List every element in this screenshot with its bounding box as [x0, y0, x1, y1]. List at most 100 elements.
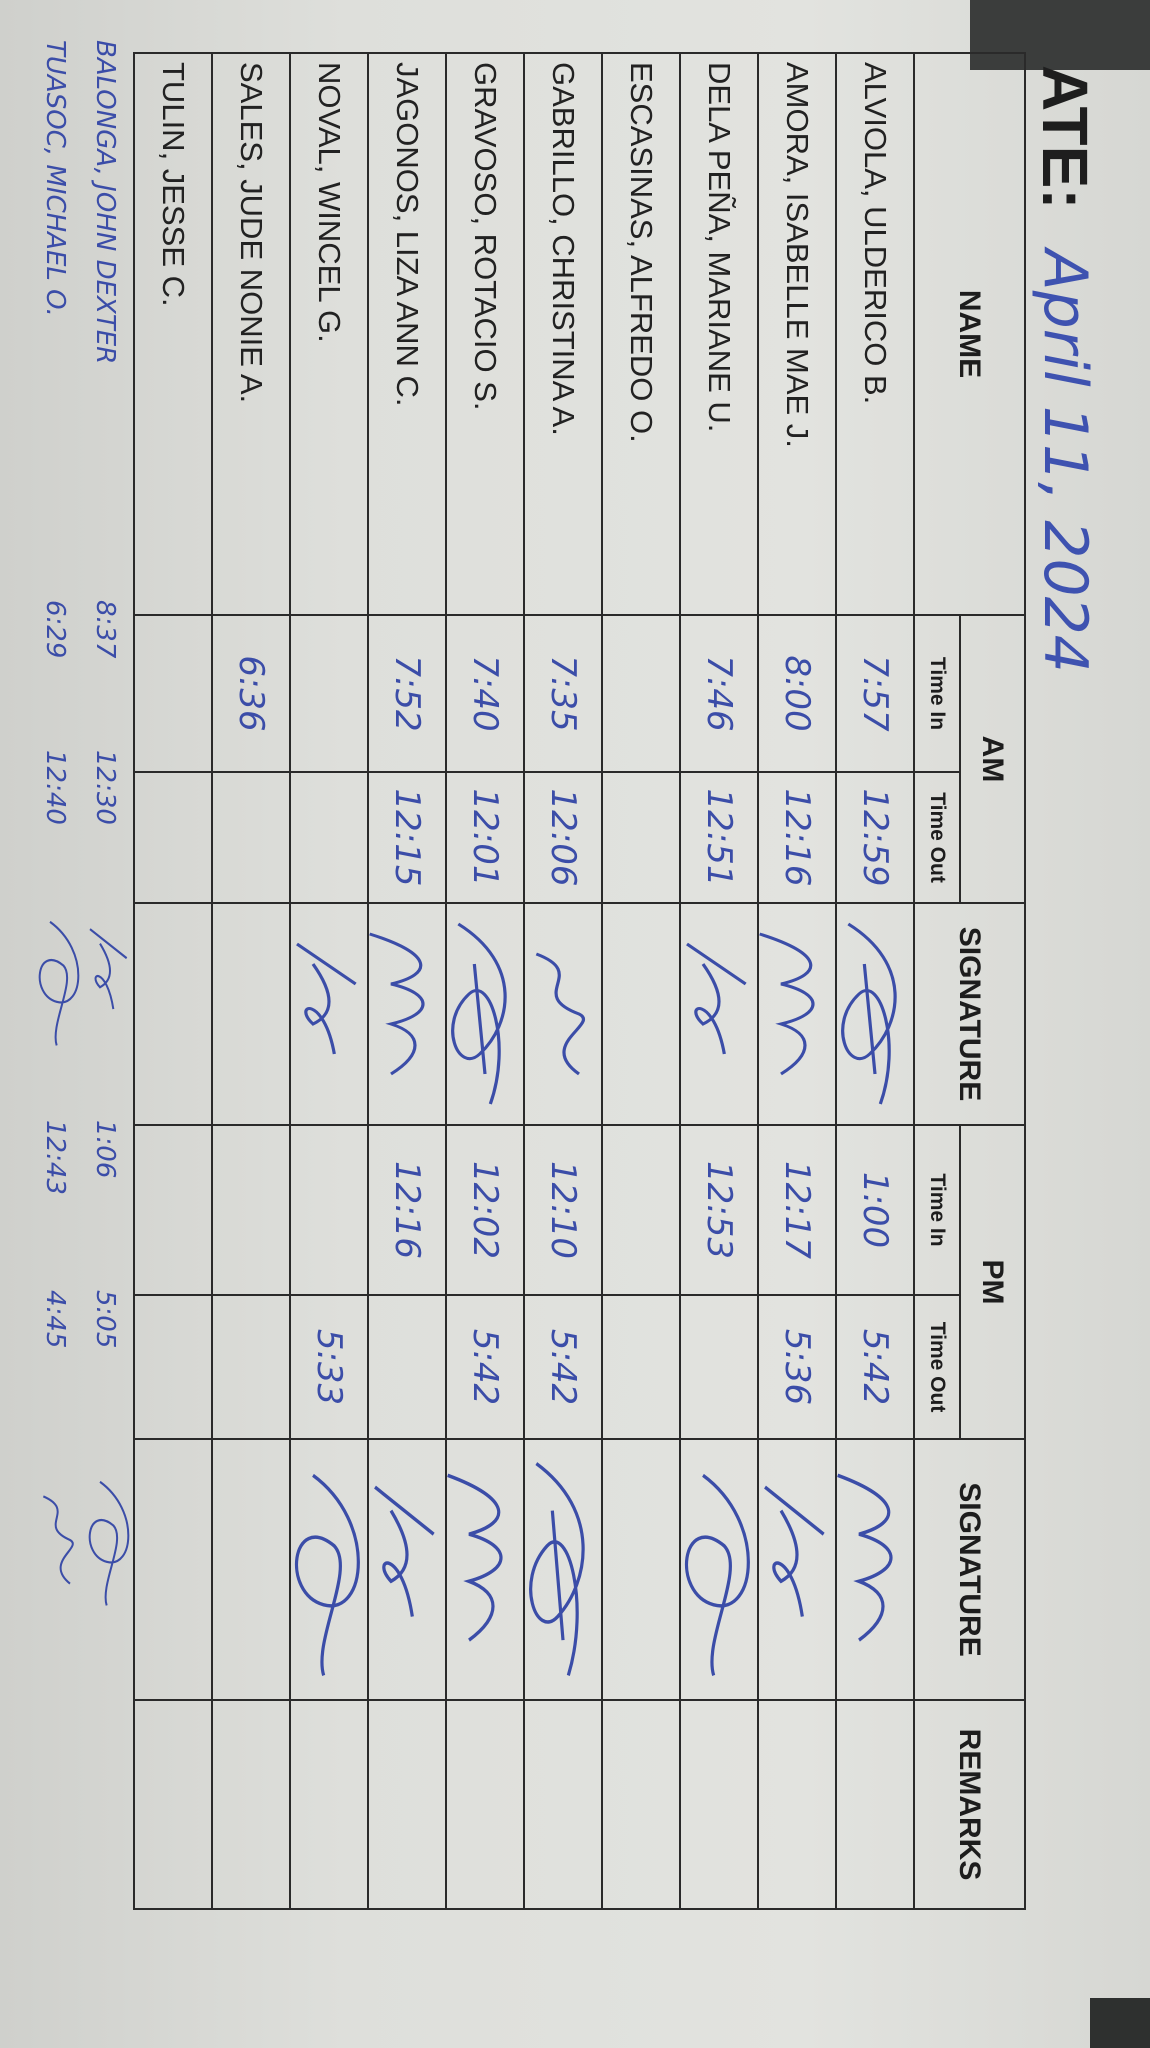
pm-time-in: [212, 1125, 290, 1295]
handwritten-entries: BALONGA, JOHN DEXTER 8:37 12:30 1:06 5:05 TUA…: [0, 40, 130, 1940]
remarks-cell: [134, 1700, 212, 1909]
name-cell: JAGONOS, LIZA ANN C.: [368, 53, 446, 615]
pm-time-out: [602, 1295, 680, 1439]
am-time-out: 12:16: [758, 772, 836, 903]
date-label: ATE:: [1029, 65, 1101, 210]
am-signature: [368, 903, 446, 1125]
entry-pm-in: 1:06: [90, 1120, 120, 1179]
entry-pm-out: 4:45: [40, 1290, 70, 1349]
am-signature: [524, 903, 602, 1125]
entry-name: BALONGA, JOHN DEXTER: [90, 40, 120, 365]
table-row: GRAVOSO, ROTACIO S. 7:40 12:01 12:02 5:42: [446, 53, 524, 1909]
remarks-cell: [212, 1700, 290, 1909]
pm-time-out: 5:42: [524, 1295, 602, 1439]
am-time-in: 7:35: [524, 615, 602, 772]
handwritten-entry: TUASOC, MICHAEL O. 6:29 12:40 12:43 4:45: [30, 40, 80, 1940]
am-time-in: 8:00: [758, 615, 836, 772]
entry-am-in: 6:29: [40, 600, 70, 659]
name-cell: GABRILLO, CHRISTINA A.: [524, 53, 602, 615]
date-value: April 11, 2024: [1030, 249, 1100, 673]
am-time-in: 7:40: [446, 615, 524, 772]
header-pm-time-out: Time Out: [914, 1295, 960, 1439]
name-cell: NOVAL, WINCEL G.: [290, 53, 368, 615]
remarks-cell: [680, 1700, 758, 1909]
am-time-out: 12:59: [836, 772, 914, 903]
remarks-cell: [290, 1700, 368, 1909]
am-signature: [290, 903, 368, 1125]
pm-time-out: 5:42: [836, 1295, 914, 1439]
entry-am-in: 8:37: [90, 600, 120, 659]
pm-signature: [758, 1439, 836, 1700]
entry-pm-out: 5:05: [90, 1290, 120, 1349]
signature-mark: [294, 1473, 360, 1677]
signature-mark: [447, 1473, 503, 1642]
am-time-in: [602, 615, 680, 772]
signature-mark: [38, 920, 80, 1046]
pm-time-out: [680, 1295, 758, 1439]
am-time-in: 6:36: [212, 615, 290, 772]
pm-signature: [212, 1439, 290, 1700]
pm-signature: [446, 1439, 524, 1700]
am-signature: [758, 903, 836, 1125]
name-cell: GRAVOSO, ROTACIO S.: [446, 53, 524, 615]
pm-time-in: 12:10: [524, 1125, 602, 1295]
signature-mark: [296, 942, 357, 1055]
am-signature: [212, 903, 290, 1125]
am-time-out: 12:01: [446, 772, 524, 903]
signature-mark: [42, 1495, 74, 1585]
am-time-in: [290, 615, 368, 772]
am-time-out: [134, 772, 212, 903]
pm-time-out: [212, 1295, 290, 1439]
header-pm: PM: [960, 1125, 1025, 1439]
signature-mark: [841, 922, 897, 1105]
attendance-table: NAME AM SIGNATURE PM SIGNATURE REMARKS T…: [133, 52, 1026, 1910]
remarks-cell: [524, 1700, 602, 1909]
table-row: GABRILLO, CHRISTINA A. 7:35 12:06 12:10 5:42: [524, 53, 602, 1909]
name-cell: DELA PEÑA, MARIANE U.: [680, 53, 758, 615]
pm-time-in: 12:53: [680, 1125, 758, 1295]
header-remarks: REMARKS: [914, 1700, 1025, 1909]
name-cell: SALES, JUDE NONIE A.: [212, 53, 290, 615]
am-time-in: 7:52: [368, 615, 446, 772]
signature-mark: [451, 922, 507, 1105]
pm-time-in: 12:02: [446, 1125, 524, 1295]
header-am-time-out: Time Out: [914, 772, 960, 903]
pm-time-in: 12:17: [758, 1125, 836, 1295]
background-edge: [1090, 1998, 1150, 2048]
header-pm-time-in: Time In: [914, 1125, 960, 1295]
pm-time-out: [134, 1295, 212, 1439]
header-am: AM: [960, 615, 1025, 903]
remarks-cell: [368, 1700, 446, 1909]
table-row: ALVIOLA, ULDERICO B. 7:57 12:59 1:00 5:42: [836, 53, 914, 1909]
handwritten-entry: BALONGA, JOHN DEXTER 8:37 12:30 1:06 5:05: [80, 40, 130, 1940]
table-row: ESCASINAS, ALFREDO O.: [602, 53, 680, 1909]
am-signature: [446, 903, 524, 1125]
signature-mark: [686, 942, 747, 1055]
pm-time-in: 1:00: [836, 1125, 914, 1295]
signature-mark: [529, 1462, 585, 1677]
pm-time-in: 12:16: [368, 1125, 446, 1295]
am-time-in: [134, 615, 212, 772]
am-time-in: 7:46: [680, 615, 758, 772]
name-cell: AMORA, ISABELLE MAE J.: [758, 53, 836, 615]
pm-signature: [524, 1439, 602, 1700]
pm-time-in: [134, 1125, 212, 1295]
pm-time-out: 5:36: [758, 1295, 836, 1439]
remarks-cell: [758, 1700, 836, 1909]
signature-mark: [89, 928, 128, 1010]
entry-pm-in: 12:43: [40, 1120, 70, 1195]
pm-time-out: [368, 1295, 446, 1439]
pm-signature: [368, 1439, 446, 1700]
am-signature: [602, 903, 680, 1125]
am-signature: [836, 903, 914, 1125]
signature-mark: [535, 952, 586, 1076]
header-signature-am: SIGNATURE: [914, 903, 1025, 1125]
am-time-out: 12:06: [524, 772, 602, 903]
am-time-out: 12:51: [680, 772, 758, 903]
signature-mark: [374, 1485, 435, 1617]
header-signature-pm: SIGNATURE: [914, 1439, 1025, 1700]
pm-signature: [134, 1439, 212, 1700]
pm-signature: [602, 1439, 680, 1700]
am-signature: [680, 903, 758, 1125]
